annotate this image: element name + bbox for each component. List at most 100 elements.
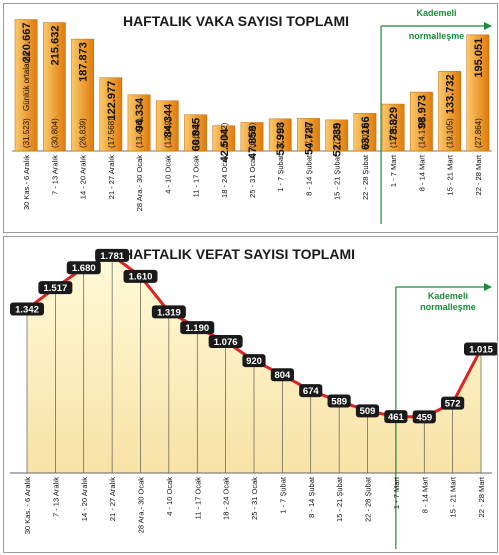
category-label: 4 - 10 Ocak [165,477,174,516]
data-point-marker [270,368,294,382]
bar [71,38,94,152]
data-point-label: 1.781 [100,251,124,262]
bar [155,100,179,152]
data-point-label: 920 [246,356,262,367]
annotation-label-line1: Kademeli [428,291,468,301]
bar [297,118,320,152]
category-label: 30 Kas. - 6 Aralık [23,477,32,534]
category-label: 15 - 21 Şubat [333,154,342,200]
bar-value-label: 187.873 [78,42,90,82]
daily-avg-label: (9.023) [361,122,370,148]
data-point-label: 572 [445,399,461,410]
category-label: 18 - 24 Ocak [222,477,231,520]
category-label: 1 - 7 Mart [389,154,398,187]
category-label: 4 - 10 Ocak [163,155,172,194]
daily-avg-label: (30.804) [50,118,59,148]
category-label: 22 - 28 Mart [474,154,483,195]
daily-avg-label: (11.261) [389,118,398,148]
data-point-marker [180,321,215,335]
daily-avg-label: (17.568) [107,118,116,148]
category-label: 7 - 13 Aralık [50,155,59,195]
data-point-label: 1.517 [43,283,67,294]
bar [466,34,490,152]
data-point-label: 1.076 [214,337,238,348]
data-point-marker [299,384,323,398]
bar [353,113,377,152]
category-label: 1 - 7 Mart [392,476,401,509]
data-point-label: 1.319 [157,307,181,318]
bar-value-label: 94.334 [134,97,146,132]
category-label: 14 - 20 Aralık [79,155,88,199]
category-label: 22 - 28 Mart [477,476,486,517]
data-point-marker [66,261,101,275]
bar [184,114,207,152]
bar-value-label: 78.829 [388,107,400,141]
bar-value-label: 215.632 [49,26,61,66]
bar-value-label: 122.977 [106,81,118,121]
bar [268,118,292,152]
bar-value-label: 195.051 [473,38,485,78]
data-point-marker [441,396,465,410]
chart-title: HAFTALIK VAKA SAYISI TOPLAMI [123,13,349,29]
data-point-marker [384,410,408,424]
category-label: 1 - 7 Şubat [276,154,285,192]
bar [14,19,38,152]
bar [438,71,462,152]
category-label: 15 - 21 Mart [449,476,458,517]
daily-avg-label: (27.864) [474,118,483,148]
daily-avg-label: (19.105) [446,118,455,148]
bar-value-label: 220.667 [21,23,33,63]
daily-avg-label: (12.049) [163,118,172,148]
bar [99,77,123,152]
data-point-marker [464,342,497,356]
category-label: 25 - 31 Ocak [250,477,259,520]
category-label: 11 - 17 Ocak [193,477,202,520]
bar-value-label: 84.344 [162,103,174,138]
weekly-deaths-chart: HAFTALIK VEFAT SAYISI TOPLAMI Kademelinor… [10,246,497,549]
daily-avg-caption: Günlük ortalama [22,52,31,111]
category-label: 8 - 14 Şubat [307,476,316,518]
data-point-marker [242,354,266,368]
data-point-label: 589 [331,396,347,407]
category-label: 28 Ara.- 30 Ocak [137,477,146,534]
chart-title: HAFTALIK VEFAT SAYISI TOPLAMI [123,246,355,262]
daily-avg-label: (6.836) [248,122,257,148]
category-label: 7 - 13 Aralık [51,477,60,517]
data-point-marker [123,269,158,283]
bar [42,22,66,152]
bar-value-label: 63.166 [360,116,372,150]
weekly-cases-chart: HAFTALIK VAKA SAYISI TOPLAMI Kademeli norm… [12,8,492,224]
category-label: 8 - 14 Mart [417,154,426,191]
daily-avg-label: (6.072) [220,122,229,148]
category-label: 1 - 7 Şubat [278,476,287,514]
category-label: 30 Kas.- 6 Aralık [22,155,31,210]
data-point-label: 1.342 [15,304,39,315]
bar-value-label: 47.858 [247,125,259,159]
category-label: 25 - 31 Ocak [248,155,257,198]
bar [381,103,405,152]
data-point-marker [151,305,186,319]
data-point-label: 509 [360,406,376,417]
data-point-marker [327,394,351,408]
data-point-label: 674 [303,386,320,397]
data-point-label: 804 [274,370,291,381]
category-label: 15 - 21 Şubat [335,476,344,522]
daily-avg-label: (8.692) [192,122,201,148]
bar-value-label: 42.504 [219,128,231,163]
category-label: 11 - 17 Ocak [192,155,201,198]
category-label: 14 - 20 Aralık [80,477,89,521]
daily-avg-label: (7.818) [304,122,313,148]
category-label: 22 - 28 Şubat [361,154,370,200]
weekly-cases-panel: HAFTALIK VAKA SAYISI TOPLAMI Kademeli norm… [3,3,498,233]
daily-avg-label: (31.523) [22,118,31,148]
category-label: 21 - 27 Aralık [107,155,116,199]
data-point-label: 1.610 [129,272,153,283]
category-label: 15 - 21 Mart [446,154,455,195]
bar-value-label: 133.732 [445,74,457,114]
data-point-label: 461 [388,412,405,423]
bar-value-label: 98.973 [416,95,428,129]
bar [127,94,151,152]
bar [410,91,433,152]
bar-value-label: 53.993 [275,122,287,156]
